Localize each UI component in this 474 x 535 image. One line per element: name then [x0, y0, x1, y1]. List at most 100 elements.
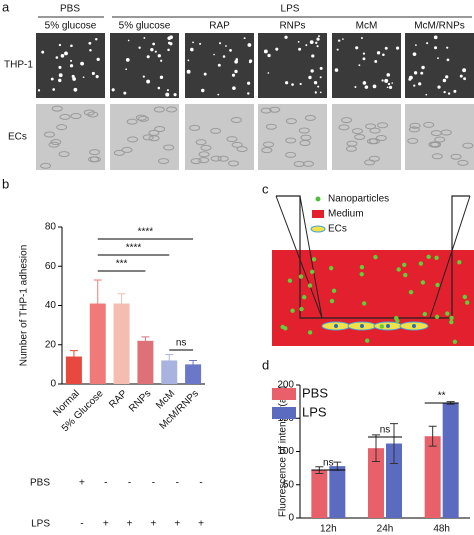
y-axis-label: Fluorescence of intensity(a.u) — [278, 386, 289, 517]
cell — [319, 91, 322, 94]
legend-ec — [310, 225, 326, 233]
y-tick-label: 50 — [283, 479, 295, 490]
micrograph — [258, 33, 327, 98]
error-bar — [141, 336, 150, 346]
cell — [374, 59, 378, 63]
nanoparticle — [422, 311, 427, 317]
cell — [192, 41, 194, 44]
cell — [189, 124, 201, 131]
cell — [187, 59, 190, 62]
cell — [391, 82, 394, 84]
cell — [342, 38, 344, 40]
panel-label: a — [2, 0, 10, 14]
cell — [113, 149, 125, 156]
condition-sign: + — [79, 478, 85, 489]
cell — [195, 139, 207, 146]
cell — [243, 37, 246, 40]
cell — [125, 68, 128, 71]
cell — [338, 124, 350, 131]
cell — [60, 53, 65, 58]
cell — [234, 59, 238, 64]
cell — [83, 109, 95, 116]
cell — [360, 36, 363, 39]
cell — [59, 113, 71, 120]
cell — [351, 128, 363, 135]
cell — [415, 44, 417, 46]
cell — [51, 105, 63, 112]
cell — [457, 159, 469, 166]
y-tick-label: 0 — [288, 513, 294, 524]
cell — [318, 35, 320, 38]
cell — [302, 160, 314, 167]
group-label: PBS — [60, 4, 80, 15]
cell — [56, 124, 68, 131]
cell — [159, 75, 164, 79]
cell — [354, 85, 357, 88]
cell — [186, 69, 191, 74]
nanoparticle — [462, 294, 468, 300]
nanoparticle — [309, 269, 315, 275]
nanoparticle — [299, 306, 304, 312]
column-label: 5% glucose — [45, 21, 97, 32]
transwell — [276, 195, 470, 319]
cell — [319, 66, 323, 70]
cell — [154, 50, 157, 53]
nanoparticle — [298, 274, 304, 279]
cell — [163, 144, 175, 151]
bar — [311, 470, 328, 518]
bar — [368, 448, 384, 518]
cell — [96, 57, 100, 62]
cell — [210, 127, 222, 134]
cell — [231, 141, 243, 148]
cell — [384, 46, 388, 50]
cell — [319, 76, 322, 79]
cell — [442, 78, 447, 83]
cell — [165, 92, 170, 97]
cell — [413, 71, 418, 75]
cell — [50, 139, 62, 146]
cell — [305, 44, 308, 47]
legend-swatch — [312, 210, 324, 218]
cell — [58, 43, 62, 47]
cell — [247, 92, 250, 95]
legend-swatch — [272, 407, 296, 419]
micrograph — [258, 104, 327, 170]
legend-dot — [315, 196, 321, 202]
cell — [89, 49, 92, 52]
cell — [372, 84, 377, 89]
cell — [82, 76, 85, 79]
cell — [213, 53, 215, 56]
nanoparticle — [449, 319, 454, 325]
cell — [222, 55, 226, 58]
cell — [407, 137, 419, 144]
cell — [142, 134, 154, 141]
legend-text: ECs — [328, 224, 347, 235]
cell — [408, 126, 420, 133]
cell — [125, 58, 130, 62]
nanoparticle — [403, 272, 408, 278]
cell — [299, 82, 302, 86]
bar — [424, 436, 441, 518]
cell — [362, 52, 366, 55]
cell — [346, 140, 358, 147]
cell — [218, 42, 222, 45]
cell — [334, 68, 339, 72]
cell — [443, 90, 446, 94]
cell — [450, 153, 462, 160]
nanoparticle — [394, 315, 399, 321]
cell — [50, 77, 54, 81]
cell — [95, 75, 99, 79]
cell — [158, 158, 170, 165]
cell — [387, 82, 391, 86]
cell — [421, 65, 425, 70]
bar — [113, 303, 130, 384]
cell — [377, 122, 389, 129]
cell — [37, 89, 41, 92]
cell — [337, 39, 341, 42]
nanoparticle — [379, 324, 385, 329]
cell — [58, 78, 62, 83]
nanoparticle — [408, 290, 414, 295]
cell — [80, 61, 84, 66]
cell — [285, 151, 297, 158]
